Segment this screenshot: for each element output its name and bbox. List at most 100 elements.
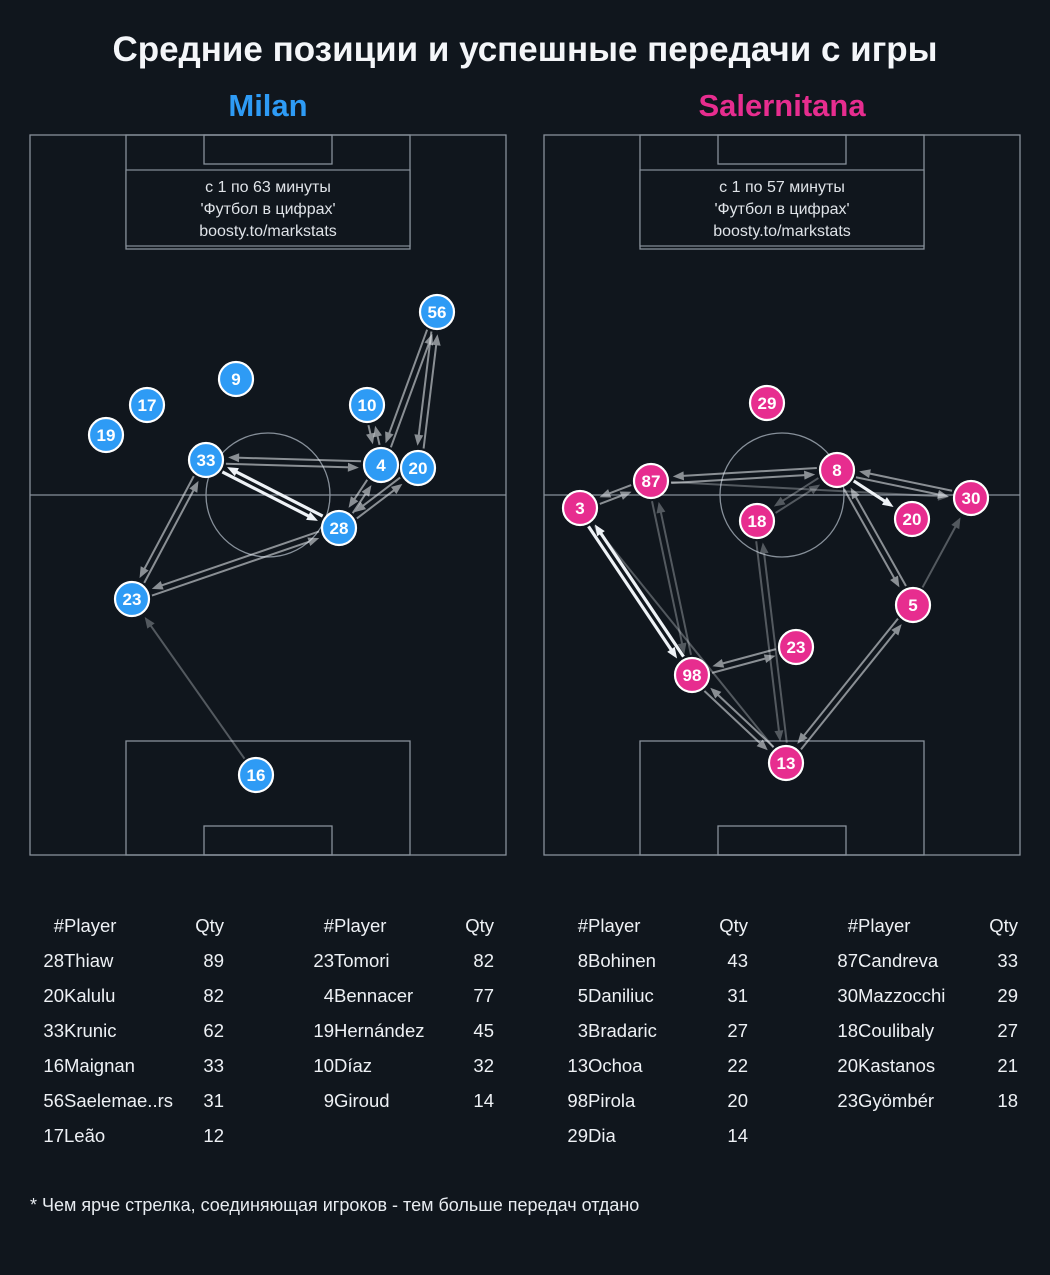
pass-arrow [843,488,900,588]
stats-table: # Player Qty 8 Bohinen 43 5 Daniliuc 31 3 Bradaric… [556,908,748,1153]
player-number: 13 [777,754,796,773]
player-marker-18: 18 [738,502,776,540]
pass-arrow [151,530,320,590]
player-number-cell: 29 [567,1124,588,1146]
player-number: 87 [642,472,661,491]
pass-arrow [651,501,687,655]
pass-arrow [225,462,359,472]
player-marker-13: 13 [767,744,805,782]
player-marker-8: 8 [818,451,856,489]
table-row: 8 Bohinen 43 [556,943,748,978]
player-number-cell: 9 [323,1089,334,1111]
player-number: 16 [247,766,266,785]
player-number-cell: 20 [837,1054,858,1076]
player-number: 19 [97,426,116,445]
player-number: 17 [138,396,157,415]
qty-cell: 22 [727,1054,748,1076]
player-number-cell: 23 [313,949,334,971]
player-name-cell: Saelemae..rs [64,1089,173,1111]
table-row: 19 Hernández 45 [302,1013,494,1048]
column-header: Player [858,914,911,936]
stats-table: # Player Qty 87 Candreva 33 30 Mazzocchi 29 18 Cou… [826,908,1018,1118]
qty-cell: 20 [727,1089,748,1111]
player-number-cell: 3 [577,1019,588,1041]
player-number-cell: 28 [43,949,64,971]
pitch-milan: с 1 по 63 минуты 'Футбол в цифрах' boosty.… [29,134,507,856]
table-row: 10 Díaz 32 [302,1048,494,1083]
table-row: 98 Pirola 20 [556,1083,748,1118]
qty-cell: 29 [997,984,1018,1006]
pass-arrow [373,425,382,446]
pass-arrow [151,537,320,597]
player-marker-19: 19 [87,416,125,454]
player-number: 23 [787,638,806,657]
table-header-row: # Player Qty [32,908,224,943]
pass-arrow [143,480,199,584]
table-row: 16 Maignan 33 [32,1048,224,1083]
pass-arrow [850,487,907,587]
player-number: 4 [376,456,386,475]
column-header: Qty [195,914,224,936]
info-line-1: с 1 по 57 минуты [719,179,845,196]
pass-arrow [599,484,632,498]
player-marker-4: 4 [362,446,400,484]
player-number-cell: 13 [567,1054,588,1076]
table-row: 29 Dia 14 [556,1118,748,1153]
pass-arrow [712,648,777,668]
qty-cell: 82 [203,984,224,1006]
player-marker-33: 33 [187,441,225,479]
player-number: 33 [197,451,216,470]
player-number: 10 [358,396,377,415]
pass-arrow [800,624,902,751]
pass-arrow [852,479,894,507]
stats-table-milan-1: # Player Qty 28 Thiaw 89 20 Kalulu 82 33 Krunic 62 1… [32,908,224,1153]
column-header: Qty [465,914,494,936]
pass-arrows [139,329,441,760]
pass-arrow [221,470,318,521]
pass-arrow [139,475,195,579]
pass-arrow [227,467,324,518]
player-number-cell: 10 [313,1054,334,1076]
player-name-cell: Pirola [588,1089,636,1111]
table-row: 33 Krunic 62 [32,1013,224,1048]
qty-cell: 33 [203,1054,224,1076]
player-marker-3: 3 [561,489,599,527]
player-marker-28: 28 [320,509,358,547]
player-number-cell: 5 [577,984,588,1006]
player-number: 98 [683,666,702,685]
player-marker-87: 87 [632,462,670,500]
pass-arrow [385,329,429,444]
qty-cell: 31 [727,984,748,1006]
column-header: Qty [719,914,748,936]
table-row: 28 Thiaw 89 [32,943,224,978]
pass-arrow [599,491,632,505]
player-number: 3 [575,499,584,518]
column-header: # [53,914,64,936]
table-row: 20 Kalulu 82 [32,978,224,1013]
column-header: Player [588,914,641,936]
player-marker-5: 5 [894,586,932,624]
player-number-cell: 98 [567,1089,588,1111]
qty-cell: 33 [997,949,1018,971]
player-number: 9 [231,370,240,389]
qty-cell: 77 [473,984,494,1006]
pass-arrow [773,477,819,507]
player-marker-98: 98 [673,656,711,694]
pass-arrow [672,466,817,481]
player-number-cell: 23 [837,1089,858,1111]
player-number: 28 [330,519,349,538]
stats-table-milan-2: # Player Qty 23 Tomori 82 4 Bennacer 77 19 Hernánd… [302,908,494,1118]
pass-arrow [594,524,685,658]
player-number: 20 [903,510,922,529]
column-header: Player [64,914,117,936]
page-title: Средние позиции и успешные передачи с иг… [112,30,938,69]
player-number: 20 [409,459,428,478]
info-box: с 1 по 63 минуты 'Футбол в цифрах' boosty.… [125,169,411,247]
pass-arrow [775,484,821,514]
player-name-cell: Bradaric [588,1019,657,1041]
qty-cell: 21 [997,1054,1018,1076]
table-header-row: # Player Qty [556,908,748,943]
pass-arrow [656,501,692,655]
pass-arrow [356,483,403,520]
player-marker-56: 56 [418,293,456,331]
